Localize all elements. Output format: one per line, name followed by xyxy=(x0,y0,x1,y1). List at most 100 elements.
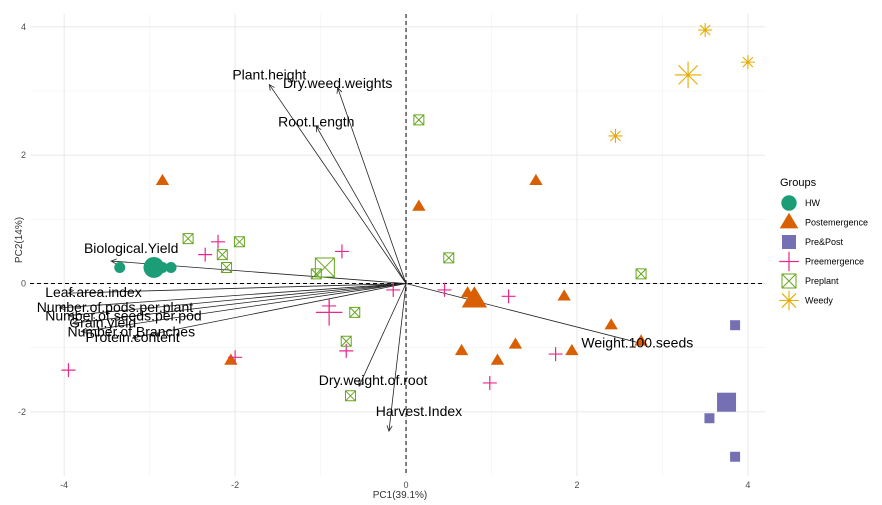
loading-label: Plant.height xyxy=(232,67,306,83)
point-Preemergence xyxy=(386,282,401,297)
centroid-Weedy xyxy=(674,61,702,89)
loading-arrowhead xyxy=(315,125,322,133)
loading-arrow-Dry.weed.weights xyxy=(337,87,407,284)
x-tick-label: 2 xyxy=(574,480,579,490)
point-Postemergence xyxy=(490,353,505,365)
point-HW xyxy=(165,261,177,273)
legend: Groups HW Postemergence Pre&Post Preemergen… xyxy=(779,177,868,311)
loading-label: Number.of.Branches xyxy=(67,324,195,340)
legend-key-HW xyxy=(781,195,797,211)
point-Pre&Post xyxy=(704,413,715,424)
loading-arrows xyxy=(58,83,647,432)
legend-entry-label: Weedy xyxy=(805,296,833,306)
point-Preplant xyxy=(340,335,352,347)
point-Preplant xyxy=(221,261,233,273)
point-Postemergence xyxy=(155,173,170,186)
axis-ticks: -4 -2 0 2 4 -2 0 2 4 xyxy=(18,22,750,490)
loading-arrowhead xyxy=(131,334,139,340)
y-tick-label: 0 xyxy=(21,279,26,289)
point-HW xyxy=(114,261,126,273)
loading-arrowhead xyxy=(268,83,275,91)
loading-arrowhead xyxy=(71,319,79,326)
loading-label: Biological.Yield xyxy=(84,240,178,256)
point-Postemergence xyxy=(508,337,523,349)
point-Postemergence xyxy=(634,334,648,346)
y-tick-label: 4 xyxy=(21,22,26,32)
point-Weedy xyxy=(740,55,755,70)
loading-arrowhead xyxy=(336,86,343,94)
point-Preplant xyxy=(216,249,228,261)
legend-key-Preplant xyxy=(781,273,797,289)
centroid-Pre&Post xyxy=(717,392,737,412)
x-tick-label: 0 xyxy=(404,480,409,490)
y-tick-label: 2 xyxy=(21,150,26,160)
point-Preemergence xyxy=(501,289,516,304)
loading-label: Grain.yield xyxy=(69,314,136,330)
loading-arrowhead xyxy=(67,290,75,296)
point-Weedy xyxy=(698,23,713,38)
legend-key-Weedy xyxy=(779,290,799,311)
loading-label: Root.Length xyxy=(278,113,354,129)
legend-entry-label: Preemergence xyxy=(805,257,864,267)
loading-arrowhead xyxy=(58,304,66,311)
centroid-Preplant xyxy=(314,257,335,278)
point-Preplant xyxy=(635,268,647,280)
loading-arrow-Number.of.seeds.per.pod xyxy=(68,283,407,316)
point-Weedy xyxy=(608,128,623,143)
loading-arrow-Number.of.pods.per.plant xyxy=(59,283,407,309)
point-Preplant xyxy=(413,114,425,126)
legend-key-Preemergence xyxy=(779,251,799,272)
loading-label: Dry.weight.of.root xyxy=(319,372,428,388)
loading-arrowhead xyxy=(386,425,393,432)
loading-arrow-Harvest.Index xyxy=(388,283,407,432)
loading-arrow-Plant.height xyxy=(268,84,407,284)
point-Preemergence xyxy=(61,363,76,378)
point-Postemergence xyxy=(604,318,618,330)
point-Pre&Post xyxy=(730,451,741,462)
data-points xyxy=(61,23,755,462)
point-Preemergence xyxy=(482,375,497,390)
point-Pre&Post xyxy=(730,320,741,331)
loading-label: Number.of.pods.per.plant xyxy=(37,299,194,315)
loading-arrowhead xyxy=(80,327,88,334)
loading-arrowhead xyxy=(358,380,364,388)
loading-arrow-Leaf.area.index xyxy=(68,283,407,294)
loading-arrow-Grain.yield xyxy=(72,283,407,324)
point-Preplant xyxy=(349,306,361,318)
x-axis-title: PC1(39.1%) xyxy=(373,490,427,501)
legend-key-Postemergence xyxy=(779,212,799,229)
legend-entry-label: Postemergence xyxy=(805,218,868,228)
legend-key-Pre&Post xyxy=(782,235,796,249)
loading-label: Weight.100.seeds xyxy=(581,334,693,350)
point-Preemergence xyxy=(437,282,452,297)
point-Preemergence xyxy=(548,347,563,362)
loading-arrow-Weight.100.seeds xyxy=(405,283,646,345)
point-Preplant xyxy=(182,233,194,245)
loading-label: Protein.content xyxy=(85,329,179,345)
legend-entry-label: Preplant xyxy=(805,276,839,286)
loading-label: Harvest.Index xyxy=(376,403,462,419)
point-Postemergence xyxy=(557,289,571,301)
legend-entry-label: Pre&Post xyxy=(805,237,844,247)
point-Preemergence xyxy=(334,244,349,259)
point-Preplant xyxy=(233,236,245,248)
legend-entry-label: HW xyxy=(805,198,820,208)
loading-arrow-Dry.weight.of.root xyxy=(358,283,407,387)
x-tick-label: -2 xyxy=(231,480,239,490)
loading-arrow-Root.Length xyxy=(315,126,407,284)
point-Preemergence xyxy=(198,247,213,262)
loading-label: Leaf.area.index xyxy=(45,284,142,300)
centroid-HW xyxy=(143,257,165,278)
loading-arrowhead xyxy=(110,258,117,265)
loading-arrowhead xyxy=(67,312,75,319)
point-Preplant xyxy=(344,390,356,402)
centroid-Postemergence xyxy=(461,286,488,308)
point-Preplant xyxy=(443,252,455,264)
loading-arrow-Protein.content xyxy=(132,283,407,339)
x-tick-label: -4 xyxy=(60,480,68,490)
point-Postemergence xyxy=(454,343,469,356)
loading-arrow-Number.of.Branches xyxy=(81,283,407,333)
